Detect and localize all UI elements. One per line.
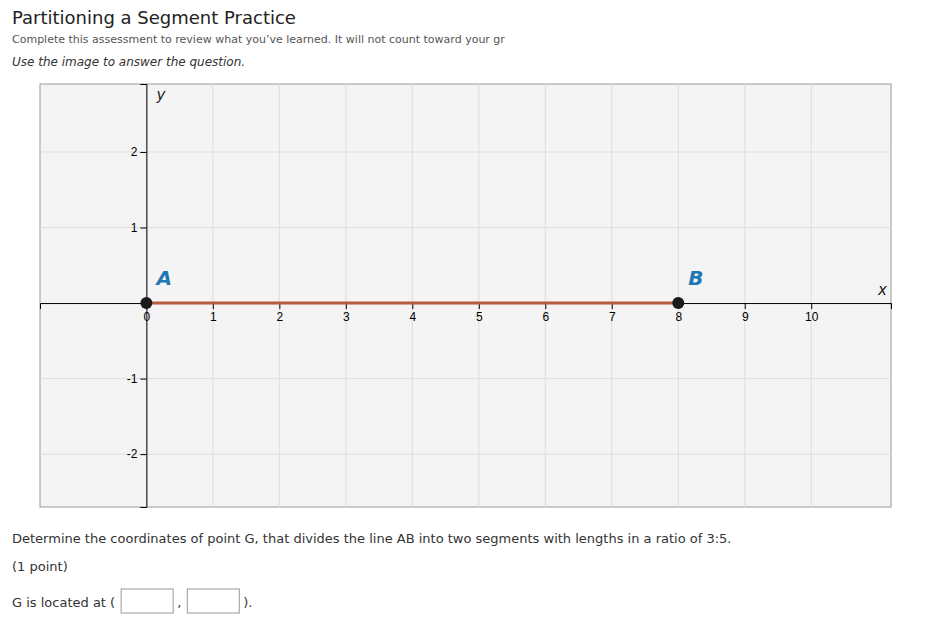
title: Partitioning a Segment Practice [12,7,296,28]
x-tick: 10 [805,303,819,324]
grid-line-y [40,454,891,455]
answer-text: G is located at ( [12,595,115,610]
grid-line-x [811,84,812,507]
x-tick-label: 2 [277,310,284,324]
grid-line-x [412,84,413,507]
point-labels: AB [154,266,703,290]
marks [140,297,684,309]
y-tick-label: -2 [127,447,138,461]
grid-line-x [279,84,280,507]
x-tick: 4 [409,303,416,324]
y-axis-line [140,85,147,508]
subtitle: Complete this assessment to review what … [12,33,505,46]
x-tick: 3 [343,303,350,324]
grid-line-x [345,84,346,507]
point [672,297,684,309]
y-tick-label: 2 [131,145,138,159]
point-label: B [688,266,703,290]
points: (1 point) [12,559,68,574]
x-tick-mark [745,303,746,309]
grid-line-x [478,84,479,507]
x-tick-label: 4 [409,310,416,324]
x-axis-line [41,304,892,310]
x-tick-label: 6 [542,310,549,324]
point-label: A [154,266,171,290]
grid-line-x [545,84,546,507]
y-tick: 1 [131,221,147,235]
y-axis: -2 -1 1 2 [127,85,147,508]
grid-line-x [611,84,612,507]
y-tick-mark [140,228,146,229]
input-box[interactable] [187,589,239,613]
x-tick: 2 [277,303,284,324]
x-tick-mark [811,303,812,309]
y-tick-mark [140,454,146,455]
x-tick-label: 5 [476,310,483,324]
y-tick-mark [140,379,146,380]
grid-line-y [40,378,891,379]
question: Determine the coordinates of point G, th… [12,531,731,546]
answer-text: ). [243,595,252,610]
plot: 012345678910-2-112xyAB [40,84,892,508]
y-tick: -1 [127,372,147,386]
x-tick: 1 [210,303,217,324]
grid-line-y [40,151,891,152]
x-tick-label: 10 [805,310,819,324]
point [140,297,152,309]
grid-line-x [212,84,213,507]
x-tick-label: 3 [343,310,350,324]
input-box[interactable] [121,589,173,613]
y-tick: 2 [131,145,147,159]
x-tick: 7 [609,303,616,324]
answer-text: , [177,595,181,610]
x-axis: 012345678910 [41,303,892,324]
grid-line-x [744,84,745,507]
annotation: Use the image to answer the question. [12,55,245,69]
x-tick-label: 9 [742,310,749,324]
y-tick: -2 [127,447,147,461]
x-tick-label: 1 [210,310,217,324]
x-tick-label: 8 [675,310,682,324]
x-tick-label: 7 [609,310,616,324]
grid-line-x [678,84,679,507]
x-tick: 5 [476,303,483,324]
y-tick-label: -1 [127,372,138,386]
y-tick-mark [140,152,146,153]
segment [146,302,678,305]
page: Partitioning a Segment Practice Complete … [0,0,931,637]
x-axis-label: x [877,281,887,299]
plot-frame [40,84,891,507]
grid-line-y [40,227,891,228]
grid [40,84,891,507]
y-axis-label: y [155,86,166,104]
x-tick: 9 [742,303,749,324]
x-tick: 6 [542,303,549,324]
y-tick-label: 1 [131,221,138,235]
